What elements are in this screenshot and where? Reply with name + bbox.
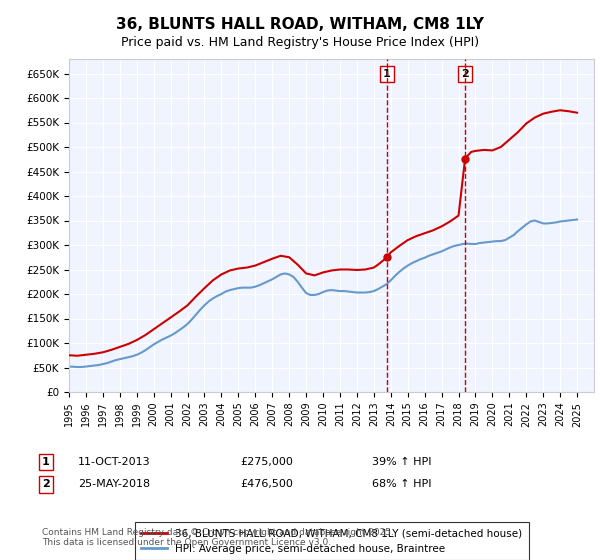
Text: 2: 2 bbox=[461, 69, 469, 79]
Text: £476,500: £476,500 bbox=[240, 479, 293, 489]
Text: £275,000: £275,000 bbox=[240, 457, 293, 467]
Text: 39% ↑ HPI: 39% ↑ HPI bbox=[372, 457, 431, 467]
Text: 2: 2 bbox=[42, 479, 50, 489]
Legend: 36, BLUNTS HALL ROAD, WITHAM, CM8 1LY (semi-detached house), HPI: Average price,: 36, BLUNTS HALL ROAD, WITHAM, CM8 1LY (s… bbox=[134, 522, 529, 560]
Text: 1: 1 bbox=[383, 69, 391, 79]
Text: 36, BLUNTS HALL ROAD, WITHAM, CM8 1LY: 36, BLUNTS HALL ROAD, WITHAM, CM8 1LY bbox=[116, 17, 484, 32]
Text: 11-OCT-2013: 11-OCT-2013 bbox=[78, 457, 151, 467]
Text: 68% ↑ HPI: 68% ↑ HPI bbox=[372, 479, 431, 489]
Text: 25-MAY-2018: 25-MAY-2018 bbox=[78, 479, 150, 489]
Text: Contains HM Land Registry data © Crown copyright and database right 2025.
This d: Contains HM Land Registry data © Crown c… bbox=[42, 528, 394, 547]
Text: Price paid vs. HM Land Registry's House Price Index (HPI): Price paid vs. HM Land Registry's House … bbox=[121, 36, 479, 49]
Text: 1: 1 bbox=[42, 457, 50, 467]
